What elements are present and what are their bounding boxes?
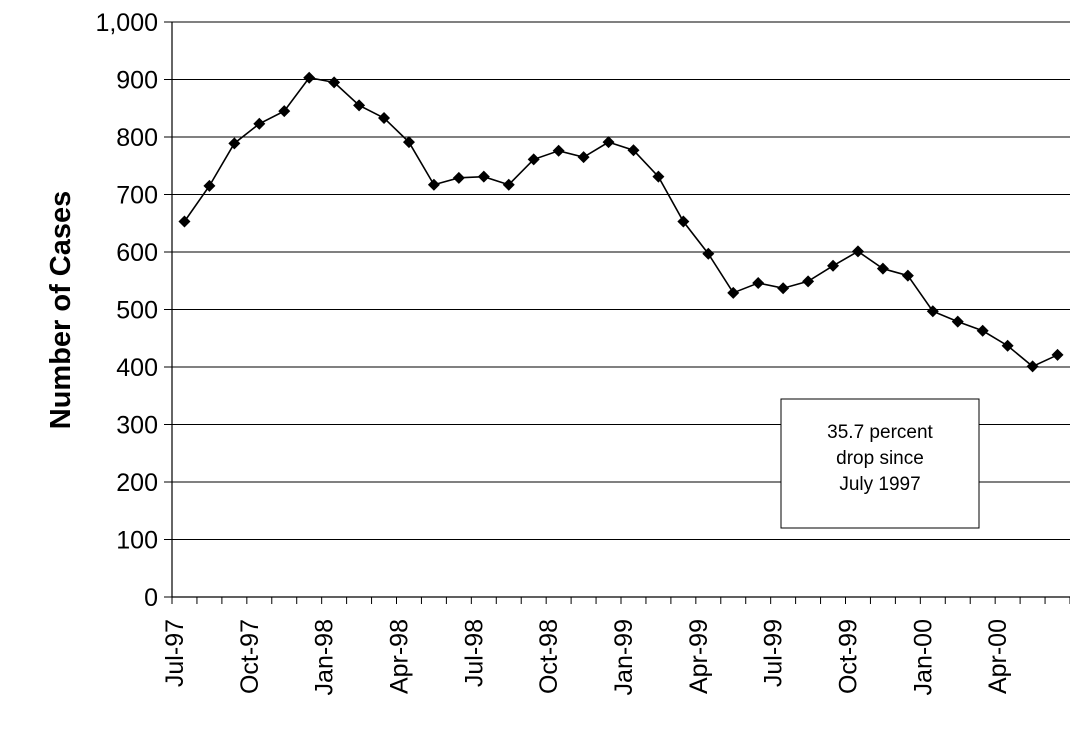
- series-line-group: [183, 76, 1058, 368]
- data-point-marker: [1026, 360, 1039, 373]
- data-point-marker: [303, 71, 316, 84]
- data-point-marker: [602, 136, 615, 149]
- data-point-marker: [427, 178, 440, 191]
- y-tick-label: 200: [116, 469, 158, 497]
- data-point-marker: [353, 99, 366, 112]
- data-point-marker: [328, 76, 341, 89]
- x-tick-label: Jan-98: [311, 619, 339, 695]
- annotation-line-1: 35.7 percent: [827, 422, 933, 443]
- data-point-marker: [378, 112, 391, 125]
- data-point-marker: [278, 105, 291, 118]
- data-point-marker: [1051, 348, 1064, 361]
- x-tick-label: Jan-99: [610, 619, 638, 695]
- data-point-marker: [901, 269, 914, 282]
- data-point-marker: [851, 245, 864, 258]
- data-point-marker: [876, 262, 889, 275]
- y-tick-label: 800: [116, 124, 158, 152]
- data-point-marker: [627, 144, 640, 157]
- data-point-marker: [802, 275, 815, 288]
- data-point-marker: [752, 277, 765, 290]
- data-point-marker: [727, 286, 740, 299]
- y-tick-label: 1,000: [95, 9, 158, 37]
- data-point-marker: [402, 136, 415, 149]
- y-tick-label: 300: [116, 412, 158, 440]
- x-tick-label: Apr-99: [685, 619, 713, 694]
- x-tick-label: Apr-98: [386, 619, 414, 694]
- x-tick-label: Jan-00: [909, 619, 937, 695]
- data-point-marker: [502, 178, 515, 191]
- y-tick-label: 400: [116, 354, 158, 382]
- data-point-marker: [702, 247, 715, 260]
- data-point-marker: [652, 170, 665, 183]
- x-tick-labels: Jul-97 Oct-97 Jan-98 Apr-98 Jul-98 Oct-98 Jan-…: [161, 619, 1012, 695]
- data-point-marker: [827, 259, 840, 272]
- data-point-marker: [527, 153, 540, 166]
- x-tick-label: Jul-99: [760, 619, 788, 687]
- annotation-line-3: July 1997: [839, 474, 920, 495]
- annotation-box: 35.7 percent drop since July 1997: [780, 398, 980, 529]
- y-tick-label: 0: [144, 584, 158, 612]
- data-point-marker: [178, 215, 191, 228]
- x-tick-label: Oct-98: [535, 619, 563, 694]
- data-point-marker: [253, 117, 266, 130]
- data-point-marker: [951, 315, 964, 328]
- y-tick-label: 600: [116, 239, 158, 267]
- y-tick-label: 100: [116, 527, 158, 555]
- y-tick-label: 900: [116, 67, 158, 95]
- y-tick-labels: 0 100 200 300 400 500 600 700 800 900 1,000: [95, 9, 158, 612]
- data-point-marker: [552, 144, 565, 157]
- axes: [164, 21, 1070, 604]
- data-point-marker: [677, 215, 690, 228]
- y-tick-label: 700: [116, 182, 158, 210]
- data-point-marker: [1001, 339, 1014, 352]
- y-axis-title: Number of Cases: [45, 191, 77, 430]
- y-tick-label: 500: [116, 297, 158, 325]
- x-tick-label: Oct-99: [835, 619, 863, 694]
- data-point-marker: [228, 137, 241, 150]
- data-point-marker: [777, 282, 790, 295]
- data-point-marker: [203, 179, 216, 192]
- data-point-marker: [477, 170, 490, 183]
- series-line: [183, 76, 1058, 368]
- x-tick-label: Jul-97: [161, 619, 189, 687]
- annotation-border: [780, 398, 980, 529]
- data-point-marker: [452, 171, 465, 184]
- gridlines: [172, 21, 1070, 540]
- data-point-marker: [976, 324, 989, 337]
- x-tick-label: Apr-00: [984, 619, 1012, 694]
- x-tick-label: Oct-97: [236, 619, 264, 694]
- data-point-marker: [577, 151, 590, 164]
- data-markers: [178, 71, 1064, 373]
- x-tick-label: Jul-98: [460, 619, 488, 687]
- data-point-marker: [926, 305, 939, 318]
- annotation-line-2: drop since: [836, 448, 924, 469]
